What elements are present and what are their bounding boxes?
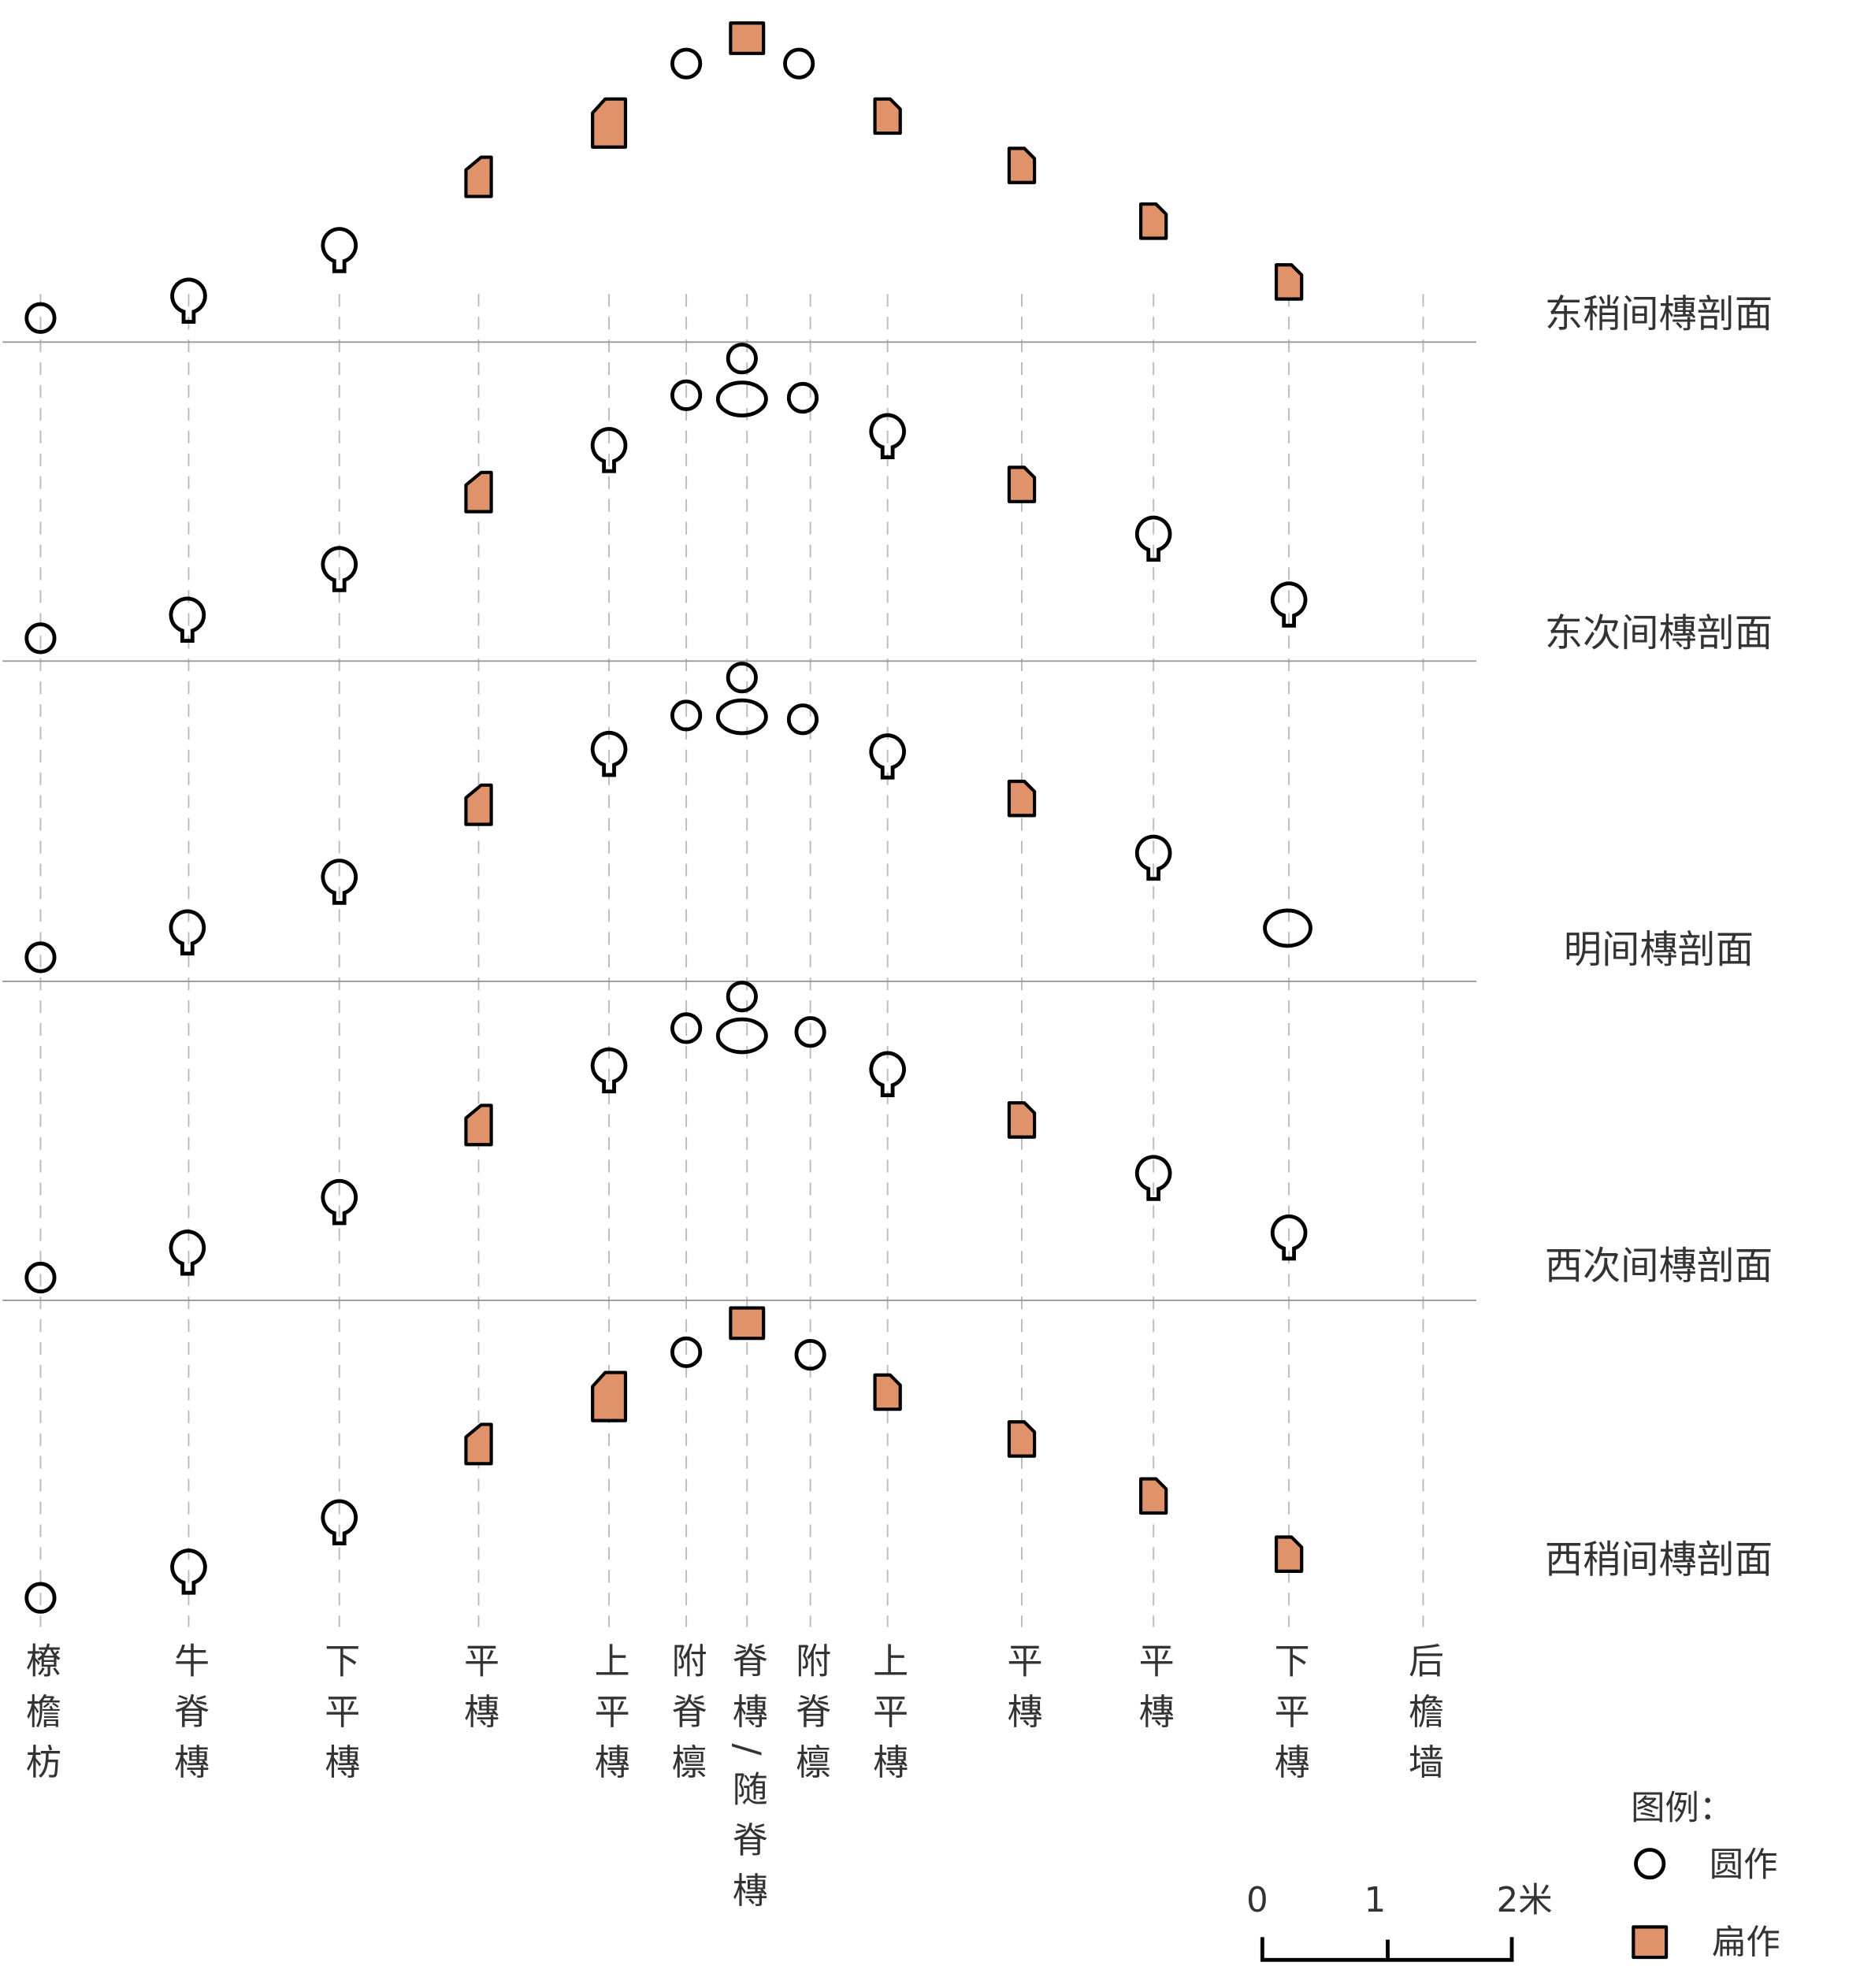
- round-purlin: [715, 1017, 768, 1055]
- column-label: 上平槫: [867, 1642, 908, 1794]
- section-label: 明间槫剖面: [1564, 928, 1754, 972]
- section-label: 东稍间槫剖面: [1545, 292, 1773, 336]
- scale-label: 1: [1364, 1881, 1387, 1920]
- legend-round: [1634, 1848, 1666, 1880]
- round-purlin: [670, 1012, 703, 1044]
- keyhole-purlin: [869, 733, 906, 780]
- round-purlin: [24, 1582, 57, 1614]
- flat-purlin: [1007, 1101, 1037, 1139]
- keyhole-purlin: [1134, 1155, 1172, 1201]
- column-label: 附脊檩: [666, 1642, 707, 1794]
- round-purlin: [1263, 908, 1312, 948]
- flat-purlin: [1007, 147, 1037, 184]
- flat-purlin: [591, 97, 628, 149]
- round-purlin: [670, 379, 703, 411]
- keyhole-purlin: [170, 1548, 207, 1595]
- round-purlin: [794, 1016, 826, 1048]
- section-label: 西稍间槫剖面: [1545, 1537, 1773, 1582]
- scale-bar: [1260, 1937, 1514, 1962]
- round-purlin: [24, 941, 57, 974]
- flat-purlin: [1274, 263, 1304, 301]
- round-purlin: [726, 343, 758, 375]
- keyhole-purlin: [321, 859, 358, 905]
- keyhole-purlin: [321, 1499, 358, 1545]
- keyhole-purlin: [1134, 834, 1172, 881]
- round-purlin: [24, 1261, 57, 1294]
- round-purlin: [24, 622, 57, 655]
- keyhole-purlin: [1134, 515, 1172, 562]
- keyhole-purlin: [869, 413, 906, 459]
- column-label: 上平槫: [588, 1642, 630, 1794]
- column-label: 牛脊槫: [168, 1642, 210, 1794]
- section-label: 东次间槫剖面: [1545, 611, 1773, 655]
- round-purlin: [786, 703, 819, 736]
- flat-purlin: [1274, 1535, 1304, 1573]
- keyhole-purlin: [321, 227, 358, 273]
- flat-purlin: [464, 783, 493, 826]
- legend-label: 圆作: [1710, 1845, 1778, 1885]
- scale-label: 2米: [1497, 1881, 1553, 1920]
- keyhole-purlin: [169, 596, 206, 643]
- keyhole-purlin: [321, 1178, 358, 1226]
- keyhole-purlin: [169, 909, 206, 955]
- keyhole-purlin: [590, 427, 628, 473]
- round-purlin: [715, 698, 768, 736]
- legend-flat: [1632, 1925, 1669, 1960]
- keyhole-purlin: [169, 1230, 206, 1276]
- keyhole-purlin: [1270, 581, 1308, 628]
- column-label: 后檐墙: [1402, 1642, 1444, 1794]
- section-label: 西次间槫剖面: [1545, 1244, 1773, 1289]
- flat-purlin: [873, 97, 902, 135]
- flat-purlin: [464, 1103, 493, 1147]
- round-purlin: [726, 981, 758, 1013]
- flat-purlin: [464, 1422, 493, 1466]
- round-purlin: [670, 1336, 703, 1368]
- round-purlin: [783, 47, 815, 80]
- column-label: 平槫: [458, 1642, 499, 1744]
- round-purlin: [715, 380, 768, 417]
- keyhole-purlin: [1270, 1214, 1308, 1261]
- keyhole-purlin: [869, 1051, 906, 1097]
- column-label: 附脊檩: [789, 1642, 831, 1794]
- flat-purlin: [1139, 1477, 1168, 1515]
- keyhole-purlin: [590, 1047, 628, 1094]
- column-label: 下平槫: [318, 1642, 360, 1794]
- flat-purlin: [729, 21, 766, 55]
- round-purlin: [670, 47, 703, 80]
- flat-purlin: [591, 1370, 628, 1422]
- legend-label: 扁作: [1712, 1923, 1780, 1962]
- keyhole-purlin: [321, 546, 358, 592]
- flat-purlin: [1007, 1420, 1037, 1458]
- round-purlin: [726, 662, 758, 694]
- flat-purlin: [873, 1373, 902, 1411]
- keyhole-purlin: [170, 277, 207, 324]
- column-label: 下平槫: [1268, 1642, 1310, 1794]
- flat-purlin: [464, 470, 493, 514]
- flat-purlin: [464, 155, 493, 198]
- column-label: 平槫: [1133, 1642, 1175, 1744]
- flat-purlin: [729, 1306, 766, 1341]
- column-label: 平槫: [1001, 1642, 1043, 1744]
- scale-label: 0: [1246, 1881, 1268, 1920]
- flat-purlin: [1139, 202, 1168, 240]
- keyhole-purlin: [590, 730, 628, 777]
- legend-title: 图例：: [1631, 1789, 1733, 1828]
- column-label: 脊槫/随脊槫: [726, 1642, 768, 1923]
- round-purlin: [24, 302, 57, 334]
- flat-purlin: [1007, 779, 1037, 818]
- round-purlin: [670, 699, 703, 732]
- flat-purlin: [1007, 465, 1037, 503]
- round-purlin: [786, 381, 819, 414]
- column-label: 橑檐枋: [20, 1642, 61, 1794]
- round-purlin: [794, 1338, 826, 1371]
